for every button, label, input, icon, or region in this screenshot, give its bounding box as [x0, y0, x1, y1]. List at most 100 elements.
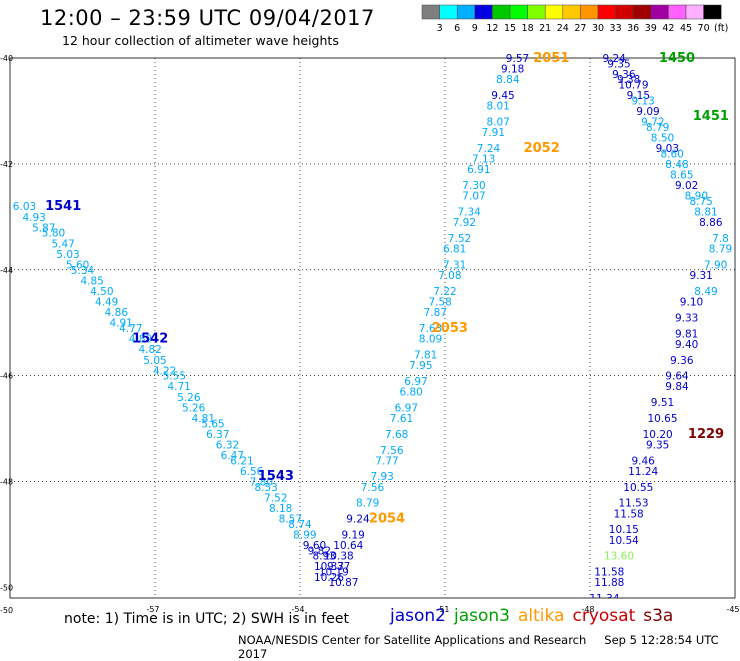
- x-tick-label: -54: [291, 605, 304, 614]
- wave-height-value: 7.61: [390, 413, 413, 425]
- wave-height-value: 7.34: [457, 207, 481, 219]
- wave-height-value: 11.34: [589, 593, 619, 605]
- wave-height-value: 8.01: [486, 101, 509, 113]
- wave-height-value: 7.81: [414, 349, 437, 361]
- wave-height-value: 7.31: [443, 259, 466, 271]
- wave-height-value: 5.03: [56, 249, 79, 261]
- wave-height-value: 8.93: [312, 551, 335, 563]
- wave-height-value: 8.81: [694, 207, 717, 219]
- wave-height-value: 8.50: [651, 132, 674, 144]
- wave-height-value: 8.79: [646, 122, 669, 134]
- wave-height-value: 10.87: [328, 577, 358, 589]
- wave-height-value: 6.80: [399, 387, 422, 399]
- scale-label: 27: [574, 23, 586, 34]
- pass-label: 2054: [369, 512, 405, 527]
- wave-height-value: 6.47: [221, 450, 244, 462]
- scale-label: 9: [472, 23, 478, 34]
- y-tick-label: -48: [0, 478, 13, 487]
- wave-height-value: 4.86: [105, 307, 129, 319]
- scale-label: 21: [539, 23, 551, 34]
- scale-label: 15: [504, 23, 516, 34]
- y-tick-label: -50: [0, 583, 13, 592]
- chart-title: 12:00 – 23:59 UTC 09/04/2017: [40, 6, 375, 30]
- wave-height-value: 4.50: [90, 286, 113, 298]
- wave-height-value: 8.48: [665, 159, 688, 171]
- x-tick-label: -45: [726, 605, 739, 614]
- wave-height-value: 6.37: [206, 429, 229, 441]
- wave-height-value: 4.93: [22, 212, 45, 224]
- wave-height-value: 7.30: [462, 180, 485, 192]
- wave-height-value: 7.93: [370, 471, 393, 483]
- y-tick-label: -46: [0, 372, 13, 381]
- wave-height-value: 8.79: [709, 244, 732, 256]
- wave-height-value: 6.97: [404, 376, 427, 388]
- wave-height-value: 8.57: [279, 514, 302, 526]
- wave-height-value: 9.46: [631, 455, 655, 467]
- wave-height-value: 11.58: [614, 508, 644, 520]
- wave-height-value: 10.64: [333, 540, 363, 552]
- y-tick-label: -50: [0, 606, 13, 615]
- wave-height-value: 8.07: [486, 117, 509, 129]
- wave-height-value: 7.87: [424, 307, 447, 319]
- y-tick-label: -40: [0, 54, 13, 63]
- wave-height-value: 7.80: [250, 477, 273, 489]
- wave-height-value: 5.87: [32, 222, 55, 234]
- pass-label: 1229: [688, 427, 724, 442]
- wave-height-value: 7.95: [409, 360, 432, 372]
- pass-label: 1451: [693, 109, 729, 124]
- wave-height-value: 5.47: [51, 238, 74, 250]
- wave-height-value: 4.49: [95, 297, 118, 309]
- wave-height-value: 10.65: [647, 413, 677, 425]
- x-tick-label: -48: [581, 605, 594, 614]
- wave-height-value: 9.36: [670, 355, 694, 367]
- wave-height-value: 5.34: [71, 265, 95, 277]
- wave-height-value: 4.91: [109, 318, 132, 330]
- wave-height-value: 9.72: [641, 117, 664, 129]
- wave-height-value: 7.63: [419, 323, 442, 335]
- legend-entry-s3a: s3a: [643, 606, 674, 626]
- wave-height-value: 9.45: [491, 90, 514, 102]
- wave-height-value: 8.18: [269, 503, 292, 515]
- wave-height-value: 11.88: [594, 577, 624, 589]
- wave-height-value: 8.60: [660, 148, 683, 160]
- wave-height-value: 6.03: [13, 201, 36, 213]
- scale-label: 3: [437, 23, 443, 34]
- wave-height-value: 4.71: [167, 381, 190, 393]
- wave-height-value: 8.99: [293, 529, 316, 541]
- wave-height-value: 8.75: [689, 196, 712, 208]
- wave-height-value: 11.53: [618, 498, 648, 510]
- scale-label: 39: [645, 23, 657, 34]
- wave-height-value: 9.57: [506, 53, 529, 65]
- wave-height-value: 9.37: [327, 561, 350, 573]
- wave-height-value: 10.55: [623, 482, 653, 494]
- wave-height-value: 8.53: [254, 482, 277, 494]
- pass-label: 1450: [659, 51, 695, 66]
- wave-height-value: 7.68: [385, 429, 408, 441]
- color-scale: 3 6 9 12 15 18 21 24 27 30 33 36 39 42 45 70 (ft): [421, 4, 728, 34]
- scale-label: 6: [454, 23, 460, 34]
- wave-height-value: 4.89: [129, 334, 152, 346]
- wave-height-value: 10.79: [618, 79, 648, 91]
- wave-height-value: 9.82: [308, 545, 331, 557]
- wave-height-value: 8.86: [699, 217, 723, 229]
- wave-height-value: 5.80: [42, 228, 65, 240]
- wave-height-value: 9.40: [675, 339, 698, 351]
- wave-height-value: 7.92: [453, 217, 476, 229]
- wave-height-value: 13.60: [604, 551, 634, 563]
- wave-height-value: 5.26: [182, 402, 206, 414]
- wave-height-value: 9.10: [680, 297, 703, 309]
- footer: NOAA/NESDIS Center for Satellite Applica…: [238, 633, 740, 661]
- wave-height-value: 8.65: [670, 169, 693, 181]
- wave-height-value: 5.65: [201, 418, 224, 430]
- wave-height-value: 10.37: [314, 561, 344, 573]
- pass-label: 2052: [524, 141, 560, 156]
- wave-height-value: 9.35: [646, 439, 669, 451]
- wave-height-value: 5.05: [143, 355, 166, 367]
- plot-frame: [9, 57, 736, 599]
- legend-entry-jason3: jason3: [454, 606, 510, 626]
- wave-height-value: 4.81: [192, 413, 215, 425]
- wave-height-value: 7.07: [462, 191, 485, 203]
- wave-height-value: 8.84: [496, 74, 520, 86]
- wave-height-value: 11.24: [628, 466, 658, 478]
